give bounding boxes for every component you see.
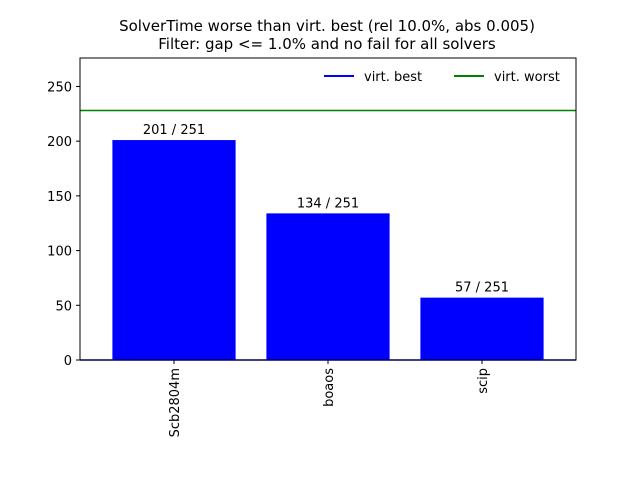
legend: virt. best virt. worst	[324, 70, 560, 85]
y-tick-label: 50	[55, 299, 72, 314]
x-tick-label: scip	[476, 368, 491, 394]
bar-value-label: 134 / 251	[297, 196, 359, 211]
bar-value-label: 201 / 251	[143, 123, 205, 138]
y-tick-label: 150	[47, 190, 72, 205]
y-tick-label: 100	[47, 245, 72, 260]
chart-title-line-2: Filter: gap <= 1.0% and no fail for all …	[158, 35, 496, 53]
x-tick-label: Scb2804m	[168, 368, 183, 437]
legend-label: virt. best	[364, 70, 422, 85]
bar	[420, 297, 544, 360]
bar-value-label: 57 / 251	[455, 281, 509, 296]
x-tick-label: boaos	[322, 368, 337, 407]
y-tick-label: 250	[47, 80, 72, 95]
bar	[112, 140, 236, 360]
y-tick-label: 0	[64, 354, 72, 369]
plot-area: 0 50 100 150 200 250 201 / 251 Scb2804m 134 / 25…	[47, 80, 576, 437]
axes-frame	[79, 57, 577, 361]
bar	[266, 213, 390, 360]
chart-title-line-1: SolverTime worse than virt. best (rel 10…	[119, 17, 535, 35]
y-tick-label: 200	[47, 135, 72, 150]
legend-label: virt. worst	[494, 70, 560, 85]
